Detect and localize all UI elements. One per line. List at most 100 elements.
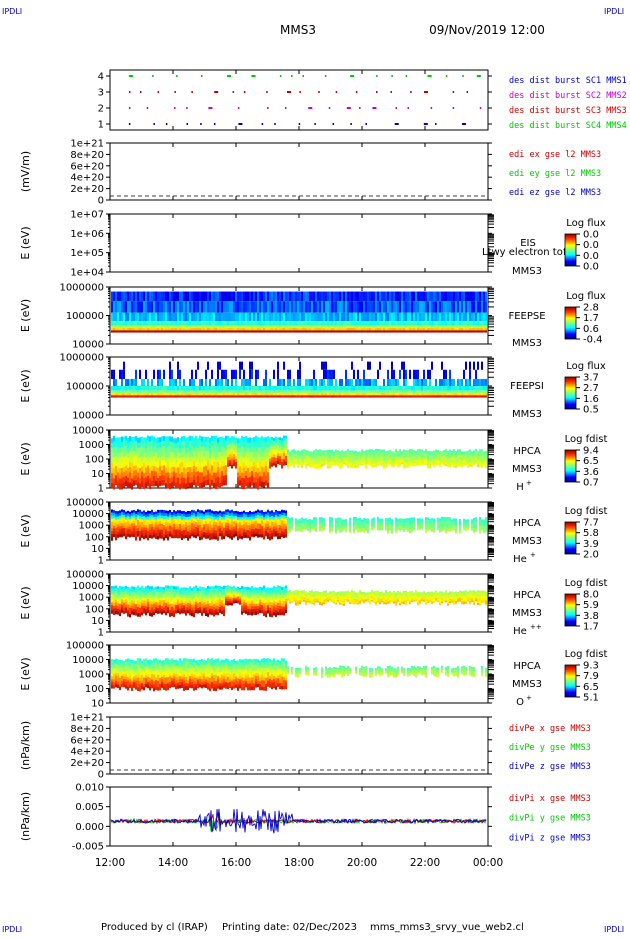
spec-cell [163, 393, 165, 395]
spec-cell [477, 321, 479, 326]
spec-cell [239, 476, 241, 481]
spec-cell [445, 393, 447, 395]
spec-cell [121, 370, 123, 379]
spec-cell [125, 292, 127, 302]
spec-cell [447, 313, 449, 322]
spec-cell [143, 292, 145, 302]
spec-cell [455, 391, 457, 393]
spec-cell [283, 447, 285, 450]
spec-cell [265, 326, 267, 328]
spec-cell [453, 379, 455, 386]
spec-cell [139, 321, 141, 326]
spec-cell [123, 370, 125, 379]
burst-mark [406, 75, 408, 77]
spec-cell [427, 393, 429, 395]
spec-cell [439, 330, 441, 332]
spec-cell [121, 301, 123, 312]
spec-cell [477, 301, 479, 312]
spec-cell [367, 313, 369, 322]
spec-cell [345, 330, 347, 332]
spec-cell [445, 328, 447, 330]
spec-cell [345, 326, 347, 328]
spec-cell [165, 473, 167, 479]
spec-cell [367, 379, 369, 386]
spec-cell [133, 456, 135, 461]
spec-cell [181, 391, 183, 393]
spec-cell [139, 328, 141, 330]
spec-cell [317, 313, 319, 322]
spec-cell [151, 476, 153, 482]
spec-cell [379, 326, 381, 328]
spec-cell [133, 301, 135, 312]
spec-cell [303, 393, 305, 395]
spec-cell [113, 391, 115, 393]
y-tick-label: 0 [98, 770, 104, 781]
spec-cell [213, 393, 215, 395]
spec-cell [267, 386, 269, 391]
spec-cell [113, 478, 115, 484]
spec-cell [377, 330, 379, 332]
spec-cell [169, 391, 171, 393]
spec-cell [183, 328, 185, 330]
spec-cell [453, 330, 455, 332]
spec-cell [111, 473, 113, 478]
burst-mark [303, 75, 305, 77]
spec-cell [185, 483, 187, 489]
spec-cell [345, 370, 347, 379]
spec-cell [245, 379, 247, 386]
spec-cell [207, 446, 209, 451]
spec-cell [239, 370, 241, 379]
spec-cell [141, 313, 143, 322]
spec-cell [203, 462, 205, 467]
spec-cell [215, 395, 217, 397]
spec-cell [143, 330, 145, 332]
spec-cell [309, 326, 311, 328]
spec-cell [181, 395, 183, 397]
legend-entry: divPi z gse MMS3 [509, 833, 591, 843]
spec-cell [451, 301, 453, 312]
spec-cell [197, 481, 199, 486]
spec-cell [211, 330, 213, 332]
spec-cell [343, 328, 345, 330]
spec-cell [411, 395, 413, 397]
spec-cell [181, 483, 183, 489]
spec-cell [273, 301, 275, 312]
spec-cell [257, 301, 259, 312]
spec-cell [315, 466, 317, 468]
spec-cell [413, 465, 415, 467]
spec-cell [331, 463, 333, 465]
spec-cell [175, 301, 177, 312]
spec-cell [227, 448, 229, 452]
spec-cell [193, 471, 195, 476]
spec-cell [171, 330, 173, 332]
spec-cell [405, 393, 407, 395]
spec-cell [375, 391, 377, 393]
spec-cell [403, 395, 405, 397]
spec-cell [253, 437, 255, 443]
spec-cell [195, 395, 197, 397]
spec-cell [479, 321, 481, 326]
spec-cell [427, 313, 429, 322]
spec-cell [441, 393, 443, 395]
spec-cell [435, 395, 437, 397]
spec-cell [241, 395, 243, 397]
spec-cell [265, 328, 267, 330]
spec-cell [287, 326, 289, 328]
spec-cell [461, 379, 463, 386]
spec-cell [409, 292, 411, 302]
spec-cell [189, 395, 191, 397]
spec-cell [139, 468, 141, 474]
spec-cell [241, 393, 243, 395]
spec-cell [451, 326, 453, 328]
spec-cell [161, 330, 163, 332]
spec-cell [165, 301, 167, 312]
spec-cell [221, 446, 223, 451]
spec-cell [309, 465, 311, 467]
spec-cell [299, 370, 301, 379]
spec-cell [139, 395, 141, 397]
spec-cell [185, 463, 187, 469]
spec-cell [415, 326, 417, 328]
spec-cell [427, 330, 429, 332]
spec-cell [261, 328, 263, 330]
burst-mark [396, 107, 398, 109]
